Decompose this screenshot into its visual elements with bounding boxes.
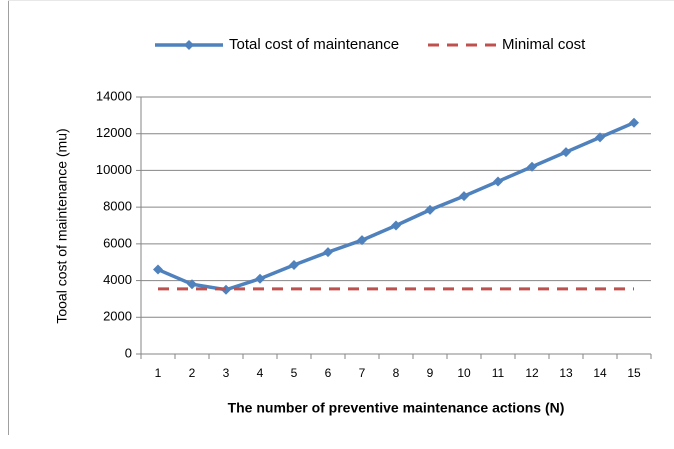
legend-label: Total cost of maintenance <box>229 36 399 53</box>
y-tick-label: 14000 <box>96 88 132 103</box>
point-marker <box>595 132 605 143</box>
x-tick-label: 10 <box>457 366 471 380</box>
x-tick-label: 4 <box>257 366 264 380</box>
y-tick-label: 8000 <box>103 199 132 214</box>
x-tick-label: 5 <box>291 366 298 380</box>
legend-label: Minimal cost <box>502 36 586 53</box>
y-tick-label: 0 <box>125 345 132 360</box>
y-axis-label: Tooal cost of maintenance (mu) <box>54 128 70 323</box>
x-tick-label: 15 <box>627 366 641 380</box>
point-marker <box>629 117 639 128</box>
x-tick-label: 14 <box>593 366 607 380</box>
y-tick-label: 10000 <box>96 162 132 177</box>
x-tick-label: 1 <box>155 366 162 380</box>
point-marker <box>289 259 299 270</box>
point-marker <box>187 279 197 290</box>
point-marker <box>255 273 265 284</box>
point-marker <box>425 204 435 215</box>
x-tick-label: 6 <box>325 366 332 380</box>
y-tick-label: 4000 <box>103 272 132 287</box>
y-tick-label: 6000 <box>103 235 132 250</box>
x-tick-label: 9 <box>427 366 434 380</box>
point-marker <box>527 161 537 172</box>
point-marker <box>323 247 333 258</box>
x-tick-label: 7 <box>359 366 366 380</box>
x-tick-label: 3 <box>223 366 230 380</box>
point-marker <box>459 191 469 202</box>
point-marker <box>357 235 367 246</box>
x-tick-label: 12 <box>525 366 539 380</box>
x-tick-label: 11 <box>492 366 505 380</box>
series-line <box>157 121 635 292</box>
x-axis-label: The number of preventive maintenance act… <box>228 400 565 416</box>
point-marker <box>391 220 401 231</box>
x-tick-label: 8 <box>393 366 400 380</box>
y-tick-label: 2000 <box>103 309 132 324</box>
x-tick-label: 13 <box>559 366 573 380</box>
point-marker <box>493 176 503 187</box>
y-tick-label: 12000 <box>96 125 132 140</box>
point-marker <box>561 147 571 158</box>
x-tick-label: 2 <box>189 366 196 380</box>
legend-marker <box>184 40 194 50</box>
point-marker <box>153 264 163 275</box>
